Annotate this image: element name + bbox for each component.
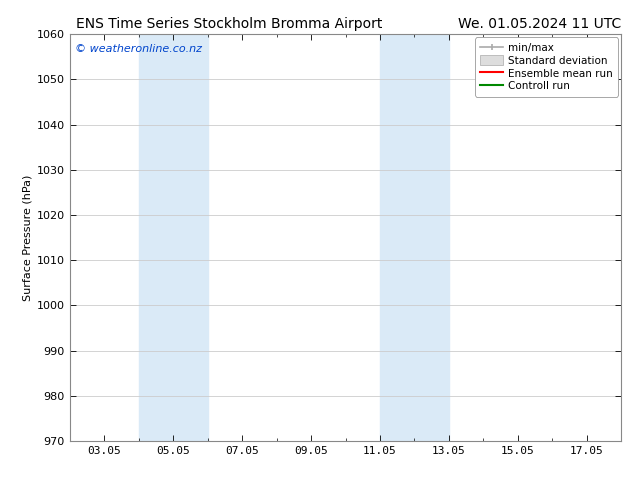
Y-axis label: Surface Pressure (hPa): Surface Pressure (hPa) xyxy=(23,174,32,301)
Text: © weatheronline.co.nz: © weatheronline.co.nz xyxy=(75,45,202,54)
Legend: min/max, Standard deviation, Ensemble mean run, Controll run: min/max, Standard deviation, Ensemble me… xyxy=(475,37,618,97)
Bar xyxy=(380,34,449,441)
Text: We. 01.05.2024 11 UTC: We. 01.05.2024 11 UTC xyxy=(458,17,621,31)
Bar xyxy=(139,34,207,441)
Text: ENS Time Series Stockholm Bromma Airport: ENS Time Series Stockholm Bromma Airport xyxy=(76,17,382,31)
